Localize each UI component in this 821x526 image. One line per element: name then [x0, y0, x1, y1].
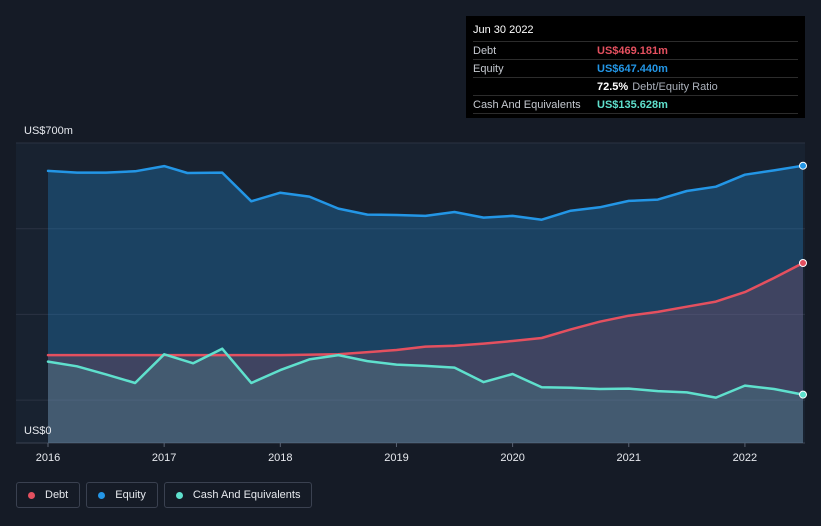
legend-dot-icon — [28, 491, 35, 499]
series-line-debt — [46, 261, 805, 357]
y-tick-label-max: US$700m — [24, 125, 73, 137]
series-line-cash-and-equivalents — [46, 347, 805, 399]
legend-dot-icon — [175, 491, 183, 499]
series-end-point — [799, 259, 807, 267]
series-line-equity — [46, 164, 805, 221]
tooltip-label: Cash And Equivalents — [473, 98, 581, 111]
series-area-cash-and-equivalents — [48, 348, 803, 443]
legend-item-equity[interactable]: Equity — [86, 482, 158, 508]
legend-item-cash[interactable]: Cash And Equivalents — [163, 482, 313, 508]
x-tick-label: 2016 — [36, 452, 60, 464]
tooltip-value: 72.5% — [597, 80, 629, 93]
legend-label: Equity — [115, 489, 146, 501]
tooltip-row-debt: Debt US$469.181m — [473, 42, 798, 60]
x-tick-label: 2020 — [500, 452, 524, 464]
x-tick-label: 2018 — [268, 452, 292, 464]
legend-label: Debt — [45, 489, 69, 501]
tooltip-row-equity: Equity US$647.440m — [473, 60, 798, 78]
x-tick-label: 2019 — [384, 452, 408, 464]
y-tick-label-min: US$0 — [24, 425, 52, 437]
x-tick-label: 2021 — [617, 452, 641, 464]
tooltip-date: Jun 30 2022 — [473, 22, 798, 42]
legend-label: Cash And Equivalents — [192, 489, 301, 501]
tooltip-value: US$135.628m — [597, 98, 668, 111]
series-end-point — [799, 161, 807, 170]
tooltip-row-cash: Cash And Equivalents US$135.628m — [473, 96, 798, 114]
tooltip-row-ratio: 72.5% Debt/Equity Ratio — [473, 78, 798, 96]
x-tick-label: 2017 — [152, 452, 176, 464]
series-end-point — [799, 390, 807, 399]
legend-item-debt[interactable]: Debt — [16, 482, 81, 508]
chart-legend: Debt Equity Cash And Equivalents — [16, 482, 313, 508]
legend-dot-icon — [98, 491, 106, 499]
tooltip-ratio-label: Debt/Equity Ratio — [632, 80, 718, 93]
tooltip-label: Equity — [473, 62, 504, 75]
tooltip-value: US$647.440m — [597, 62, 668, 75]
tooltip-value: US$469.181m — [597, 44, 668, 57]
x-tick-label: 2022 — [733, 452, 757, 464]
tooltip-label: Debt — [473, 44, 497, 57]
tooltip-panel: Jun 30 2022 Debt US$469.181m Equity US$6… — [466, 16, 805, 118]
series-area-debt — [48, 263, 803, 443]
series-area-equity — [48, 165, 803, 443]
